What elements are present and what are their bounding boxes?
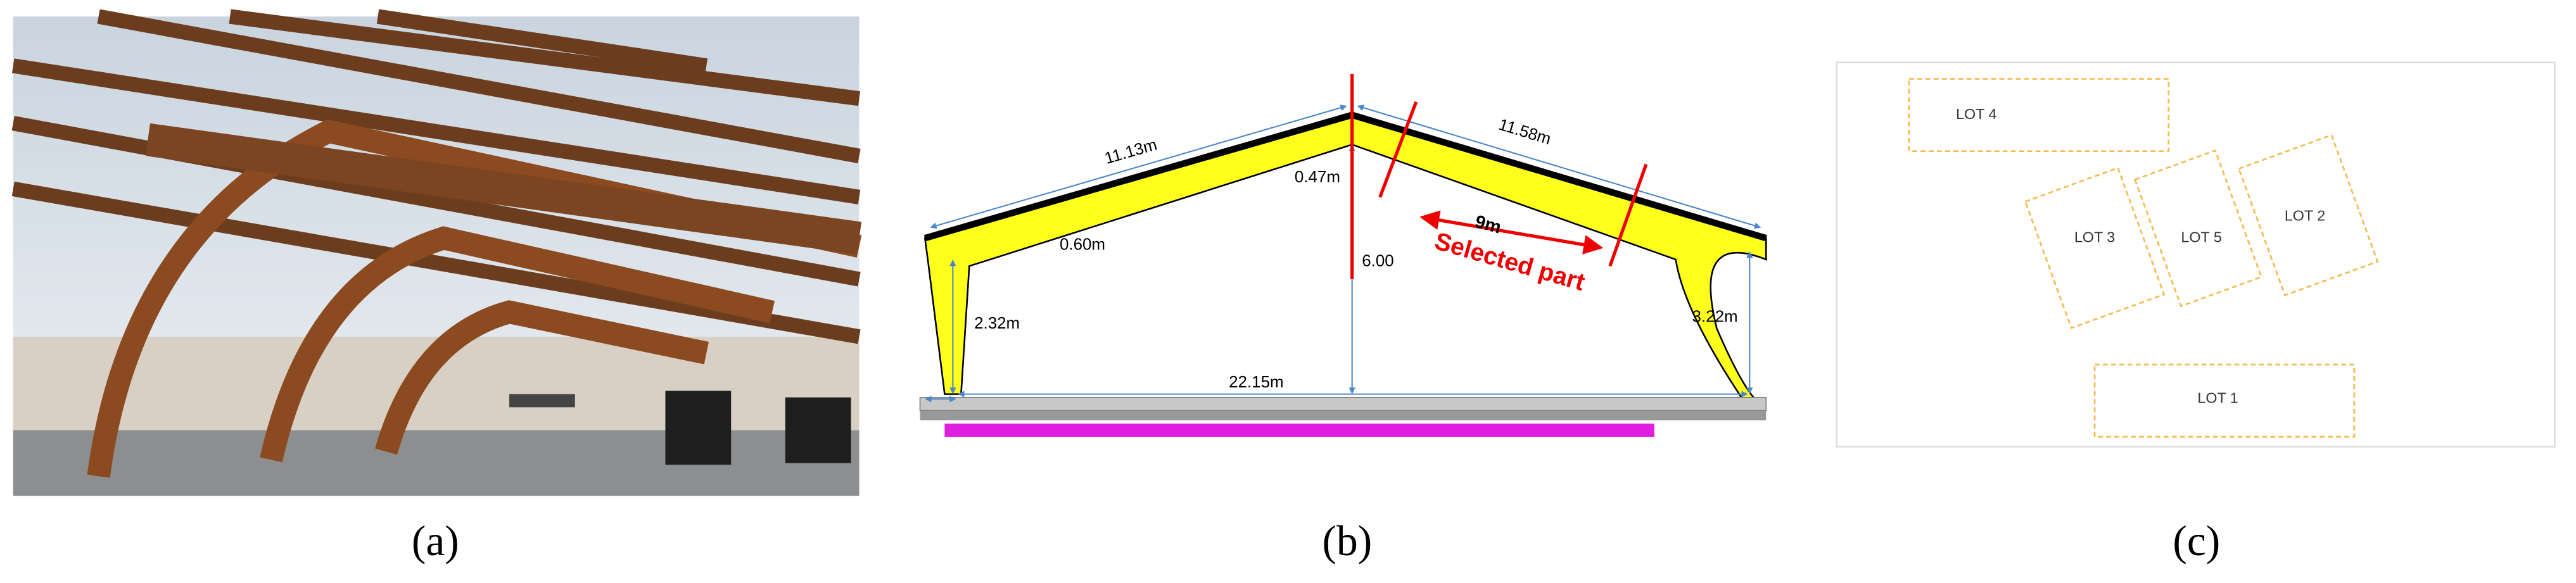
dimension-label: 2.32m xyxy=(974,315,1020,332)
dimension-label: 6.00 xyxy=(1362,252,1393,270)
dimension-label: 3.22m xyxy=(1692,308,1738,325)
lot-label: LOT 4 xyxy=(1956,106,1996,122)
lot-label: LOT 1 xyxy=(2197,390,2238,406)
selection-length: 9m xyxy=(1473,211,1503,238)
lot-label: LOT 5 xyxy=(2181,229,2221,245)
photo-panel xyxy=(11,9,862,496)
dimension-label: 0.60m xyxy=(1060,235,1105,253)
lot-box xyxy=(2238,134,2379,297)
lot-box xyxy=(2134,149,2262,308)
panel-caption: (b) xyxy=(1323,517,1373,565)
lot-box xyxy=(2093,363,2356,438)
dimension-label: 22.15m xyxy=(1229,373,1283,391)
dimension-label: 11.58m xyxy=(1497,116,1553,148)
selection-label: Selected part xyxy=(1431,227,1588,296)
dimension-label: 0.47m xyxy=(1295,168,1340,186)
panel-caption: (a) xyxy=(412,517,459,565)
lot-box xyxy=(2024,166,2166,329)
panel-caption: (c) xyxy=(2173,517,2220,565)
lot-layout xyxy=(1836,61,2556,448)
lot-label: LOT 2 xyxy=(2285,208,2325,224)
frame-diagram: 11.13m 11.58m 0.47m 0.60m 6.00 2.32m 3.2… xyxy=(919,73,1767,437)
lot-label: LOT 3 xyxy=(2074,229,2115,245)
lot-box xyxy=(1908,78,2170,153)
